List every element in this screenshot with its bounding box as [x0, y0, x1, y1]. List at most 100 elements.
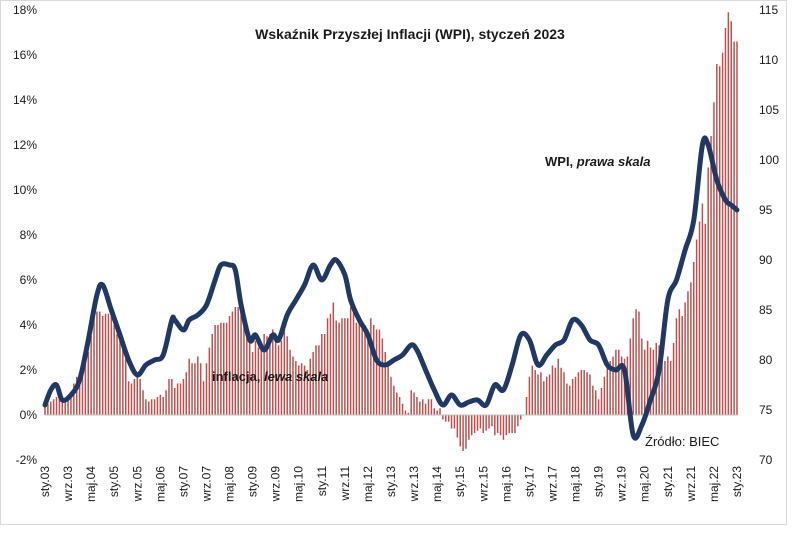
inflation-bar [367, 334, 369, 415]
x-tick-label: wrz.09 [269, 466, 283, 503]
inflation-bar [390, 376, 392, 415]
left-tick-label: 8% [20, 228, 38, 242]
inflation-bar [618, 349, 620, 415]
inflation-bar [716, 64, 718, 415]
inflation-bar [632, 318, 634, 415]
inflation-bar [277, 345, 280, 415]
wpi-annotation-scale: prawa skala [576, 154, 651, 169]
inflation-bar [75, 376, 78, 415]
inflation-bar [364, 325, 366, 415]
inflation-bar [514, 415, 516, 433]
right-tick-label: 95 [759, 203, 773, 217]
inflation-bar [349, 307, 352, 415]
inflation-bar [338, 322, 340, 415]
inflation-bar [485, 415, 487, 431]
inflation-bar [90, 336, 92, 415]
inflation-bar [263, 334, 265, 415]
inflation-bar [687, 291, 689, 415]
inflation-bar [323, 334, 326, 415]
inflation-bar [698, 221, 701, 415]
inflation-bar [251, 352, 254, 415]
x-tick-label: sty.13 [384, 466, 398, 497]
inflation-bar [439, 408, 441, 415]
inflation-bar [335, 320, 337, 415]
x-tick-label: sty.21 [661, 466, 675, 497]
inflation-bar [139, 379, 141, 415]
right-tick-label: 85 [759, 303, 773, 317]
inflation-bar [721, 52, 724, 415]
inflation-bar [404, 410, 407, 415]
left-tick-label: 0% [20, 408, 38, 422]
inflation-bar [266, 336, 268, 415]
inflation-bar [199, 363, 202, 415]
wpi-annotation: WPI, prawa skala [545, 154, 651, 169]
inflation-bar [652, 349, 655, 415]
inflation-bar [433, 408, 435, 415]
inflation-bar [61, 397, 64, 415]
right-tick-label: 75 [759, 403, 773, 417]
inflation-bar [93, 316, 95, 415]
inflation-bar [361, 327, 363, 415]
inflation-bar [171, 379, 173, 415]
inflation-bar [214, 325, 216, 415]
inflation-bar [520, 415, 522, 420]
inflation-bar [436, 410, 438, 415]
inflation-bar [511, 415, 513, 433]
x-tick-label: wrz.21 [684, 466, 698, 503]
inflation-bar [508, 415, 510, 433]
inflation-bar [107, 313, 110, 415]
x-tick-label: maj.22 [707, 466, 721, 502]
inflation-bar [197, 356, 199, 415]
inflation-bar [191, 363, 193, 415]
inflation-bar [297, 365, 300, 415]
inflation-bar [202, 381, 205, 415]
inflation-bar [419, 401, 421, 415]
x-tick-label: maj.18 [569, 466, 583, 502]
inflation-bar [482, 415, 485, 433]
inflation-bar [254, 340, 257, 415]
inflation-bar [372, 325, 375, 415]
inflation-bar [543, 381, 545, 415]
x-tick-label: wrz.03 [61, 466, 75, 503]
right-tick-label: 115 [759, 3, 778, 17]
inflation-bar [494, 415, 496, 436]
inflation-bar [220, 322, 222, 415]
inflation-bar [620, 356, 623, 415]
x-tick-label: sty.15 [453, 466, 467, 497]
right-tick-label: 105 [759, 103, 779, 117]
inflation-bar [384, 352, 386, 415]
x-tick-label: sty.19 [592, 466, 606, 497]
inflation-bar [583, 370, 585, 415]
inflation-bar [413, 392, 415, 415]
right-axis: 70 75 80 85 90 95 100 105 110 115 [759, 3, 779, 467]
inflation-bar [517, 415, 519, 427]
inflation-bar [378, 329, 381, 415]
inflation-bar [540, 372, 542, 415]
x-tick-label: sty.23 [730, 466, 744, 497]
inflation-bar [113, 325, 115, 415]
inflation-bar [344, 318, 346, 415]
inflation-bar [119, 338, 121, 415]
chart-outer-frame [0, 0, 787, 525]
inflation-bar [577, 372, 580, 415]
inflation-bar [566, 383, 568, 415]
inflation-bar [55, 397, 58, 415]
right-tick-label: 80 [759, 353, 773, 367]
inflation-bar [318, 345, 320, 415]
inflation-bar [718, 66, 721, 415]
inflation-bar [150, 399, 153, 415]
inflation-bar [603, 376, 606, 415]
inflation-bar [381, 338, 384, 415]
inflation-bar [398, 397, 401, 415]
x-tick-label: sty.03 [38, 466, 52, 497]
inflation-bar [205, 363, 208, 415]
inflation-bar [421, 399, 424, 415]
inflation-bar [600, 388, 603, 415]
inflation-bar [488, 415, 490, 429]
inflation-bar [430, 399, 433, 415]
inflation-bar [445, 415, 447, 422]
inflation-bar [393, 385, 395, 415]
left-axis: -2% 0% 2% 4% 6% 8% 10% 12% 14% 16% 18% [13, 3, 37, 467]
inflation-bar [73, 383, 75, 415]
inflation-bar [50, 401, 52, 415]
